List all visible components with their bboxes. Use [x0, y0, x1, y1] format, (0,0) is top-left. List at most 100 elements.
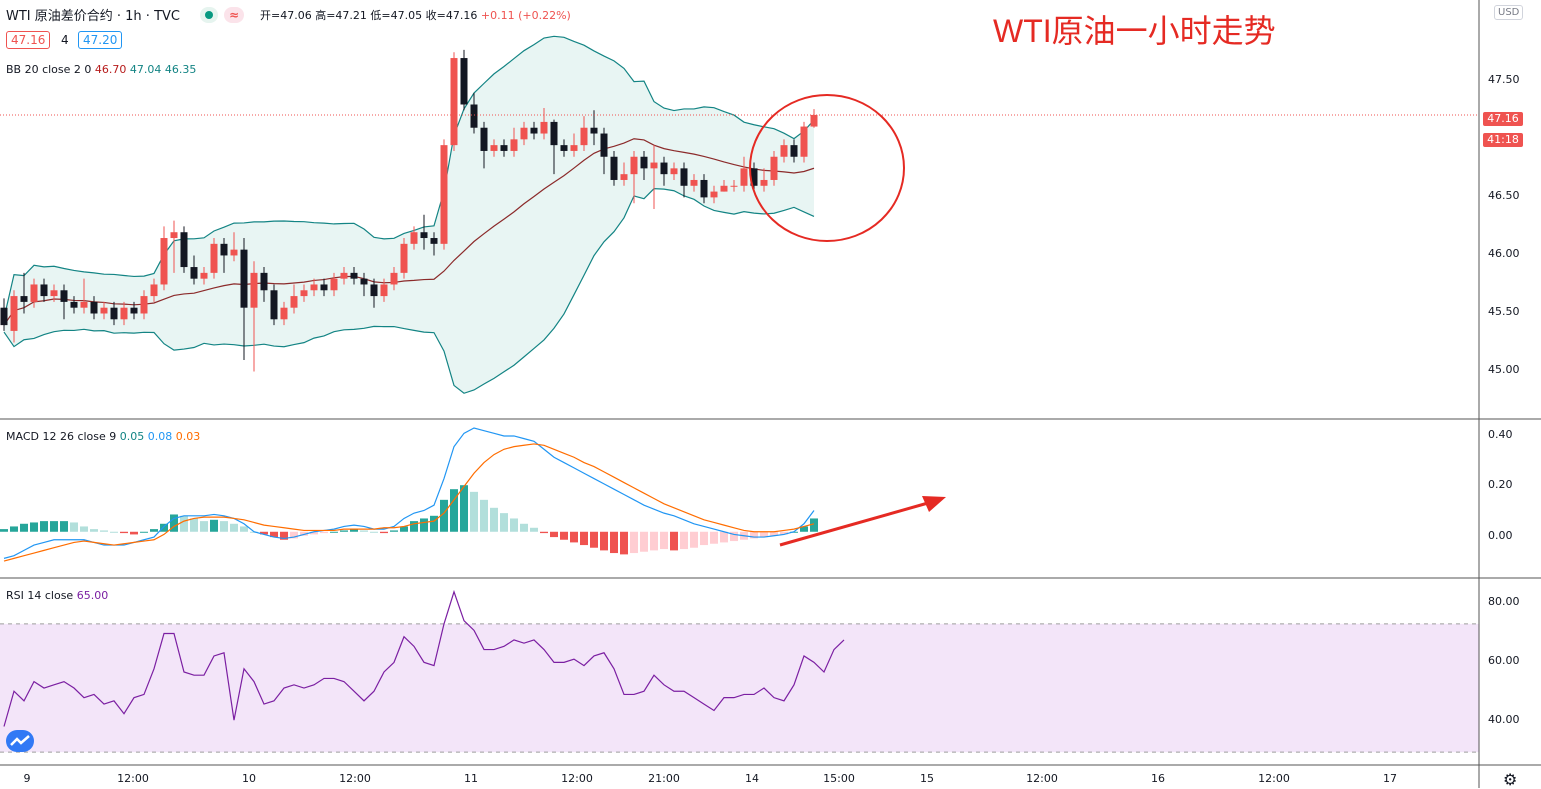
time-tick: 15:00 [823, 772, 855, 785]
candle-body [750, 168, 758, 186]
candle-body [300, 290, 308, 297]
macd-histogram-bar [70, 522, 78, 532]
candle-body [430, 238, 438, 244]
candle-body [490, 145, 498, 151]
candle-body [350, 272, 358, 279]
candle-body [760, 179, 768, 186]
macd-histogram-bar [290, 531, 298, 539]
macd-histogram-bar [660, 531, 668, 550]
candle-body [210, 243, 218, 273]
macd-histogram-bar [390, 530, 398, 532]
candle-body [480, 127, 488, 151]
macd-legend[interactable]: MACD 12 26 close 9 0.05 0.08 0.03 [6, 430, 200, 443]
candle-body [510, 139, 518, 151]
tradingview-logo-icon[interactable] [6, 730, 34, 752]
candle-body [140, 296, 148, 314]
macd-histogram-bar [760, 531, 768, 538]
macd-tick: 0.20 [1488, 478, 1513, 491]
candle-body [730, 185, 738, 187]
candle-body [240, 249, 248, 308]
candle-body [310, 284, 318, 291]
market-status-icon[interactable] [199, 6, 218, 23]
macd-line-value: 0.08 [147, 430, 173, 443]
candle-body [20, 296, 28, 302]
time-tick: 21:00 [648, 772, 680, 785]
candle-body [270, 290, 278, 320]
macd-histogram-bar [30, 522, 38, 532]
candle-body [620, 174, 628, 180]
time-tick: 12:00 [1258, 772, 1290, 785]
macd-histogram-bar [190, 518, 198, 532]
macd-histogram-bar [300, 531, 308, 536]
candle-body [770, 156, 778, 180]
macd-histogram-bar [0, 529, 8, 532]
bid-price-button[interactable]: 47.16 [6, 31, 51, 49]
macd-histogram-bar [270, 531, 278, 538]
time-tick: 11 [464, 772, 478, 785]
time-tick: 12:00 [117, 772, 149, 785]
macd-histogram-bar [640, 531, 648, 552]
candle-body [90, 301, 98, 314]
macd-hist-value: 0.05 [119, 430, 145, 443]
macd-histogram-bar [90, 529, 98, 532]
candle-body [680, 168, 688, 186]
macd-histogram-bar [210, 519, 218, 532]
macd-histogram-bar [10, 526, 18, 532]
macd-histogram-bar [170, 514, 178, 532]
candle-body [810, 114, 818, 127]
macd-histogram-bar [430, 515, 438, 532]
macd-histogram-bar [140, 531, 148, 533]
settings-gear-icon[interactable]: ⚙ [1503, 770, 1518, 789]
candle-body [740, 168, 748, 186]
macd-histogram-bar [580, 531, 588, 546]
macd-histogram-bar [480, 499, 488, 532]
rsi-line [3, 589, 845, 727]
symbol-title[interactable]: WTI 原油差价合约 · 1h · TVC [6, 9, 180, 24]
candle-body [170, 232, 178, 239]
candle-body [110, 307, 118, 320]
macd-histogram-bar [490, 507, 498, 532]
candle-body [330, 278, 338, 291]
currency-label[interactable]: USD [1494, 5, 1524, 20]
time-tick: 14 [745, 772, 759, 785]
macd-histogram-bar [360, 530, 368, 532]
macd-histogram-bar [110, 531, 118, 533]
macd-histogram-bar [560, 531, 568, 540]
candle-body [150, 284, 158, 297]
rsi-legend[interactable]: RSI 14 close 65.00 [6, 589, 108, 602]
candle-body [610, 156, 618, 180]
macd-histogram-bar [350, 529, 358, 532]
countdown-tag: 41:18 [1483, 133, 1523, 147]
candle-body [180, 232, 188, 268]
macd-histogram-bar [230, 523, 238, 532]
macd-histogram-bar [400, 526, 408, 532]
macd-histogram-bar [710, 531, 718, 544]
rsi-tick: 40.00 [1488, 713, 1520, 726]
macd-label: MACD 12 26 close 9 [6, 430, 117, 443]
macd-histogram-bar [500, 513, 508, 532]
macd-histogram-bar [20, 523, 28, 532]
macd-histogram-bar [750, 531, 758, 539]
macd-histogram-bar [530, 527, 538, 532]
approx-icon[interactable]: ≈ [223, 6, 244, 23]
candle-body [550, 121, 558, 146]
price-tick: 47.50 [1488, 73, 1520, 86]
candlestick-series [0, 49, 818, 372]
macd-tick: 0.40 [1488, 428, 1513, 441]
time-tick: 10 [242, 772, 256, 785]
bb-upper-line [3, 35, 815, 319]
macd-histogram-bar [380, 531, 388, 534]
ask-price-button[interactable]: 47.20 [78, 31, 123, 49]
bb-legend[interactable]: BB 20 close 2 0 46.70 47.04 46.35 [6, 63, 196, 76]
rsi-value: 65.00 [76, 589, 109, 602]
macd-histogram-bar [180, 515, 188, 532]
candle-body [250, 272, 258, 308]
ohlc-values: 开=47.06 高=47.21 低=47.05 收=47.16 +0.11 (+… [260, 7, 571, 23]
candle-body [370, 284, 378, 297]
macd-histogram-bar [220, 521, 228, 532]
time-tick: 9 [23, 772, 31, 785]
spread-value: 4 [61, 33, 69, 47]
macd-signal-value: 0.03 [175, 430, 201, 443]
time-tick: 12:00 [1026, 772, 1058, 785]
